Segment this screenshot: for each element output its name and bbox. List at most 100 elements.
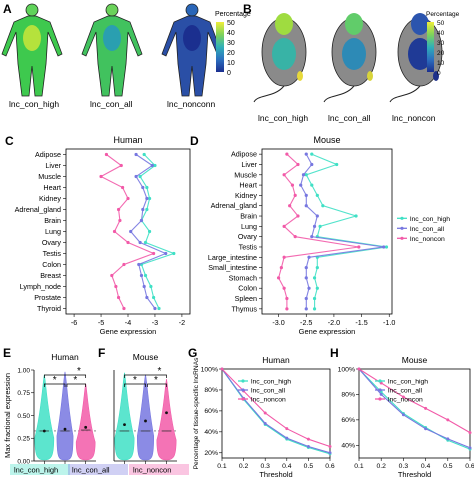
chart-f-significance: *: [158, 366, 162, 377]
chart-g-legend-marker: [241, 397, 245, 401]
chart-d-point-lnc_noncon: [276, 276, 281, 280]
chart-c-point-lnc_con_all: [139, 218, 144, 223]
chart-g-legend-label: lnc_con_all: [251, 388, 285, 395]
mouse-gonad: [367, 71, 373, 81]
chart-f-mean-lnc_con_all: [144, 419, 147, 423]
panel-b-label-3: lnc_noncon: [392, 113, 436, 123]
chart-d-point-lnc_con_high: [304, 173, 308, 177]
chart-e-ylabel: Max fractional expression: [3, 373, 12, 458]
mouse-body-all: [323, 13, 377, 103]
chart-c-category-label: Testis: [43, 249, 62, 258]
colorbar-tick: 20: [227, 50, 235, 57]
chart-d-point-lnc_noncon: [296, 162, 300, 167]
colorbar-tick: 40: [227, 30, 235, 37]
chart-d-category-label: Thymus: [231, 304, 257, 313]
chart-g-point-lnc_con_all: [285, 436, 289, 440]
chart-c-point-lnc_con_all: [139, 273, 144, 278]
chart-d-point-lnc_noncon: [282, 255, 286, 259]
chart-g-xtick-label: 0.6: [325, 463, 335, 470]
chart-c-point-lnc_con_high: [149, 284, 153, 289]
chart-g-point-lnc_con_all: [328, 451, 332, 455]
chart-h-point-lnc_noncon: [446, 418, 450, 422]
chart-d-series-line-lnc_con_all: [300, 153, 384, 309]
chart-d-point-lnc_noncon: [285, 296, 289, 301]
chart-d-xtick-label: -2.0: [328, 318, 340, 327]
panel-b-colorbar-ticks: 50 40 30 20 10 0: [437, 20, 445, 77]
colorbar-tick: 0: [437, 70, 441, 77]
colorbar-tick: 50: [227, 20, 235, 27]
mouse-organ-torso: [408, 38, 432, 70]
chart-g-ylabel: Percentage of tissue-specific lncRNAs: [193, 357, 200, 469]
chart-e-significance: *: [53, 375, 57, 386]
chart-e-ytick-label: 0.00: [17, 458, 30, 465]
chart-f-mean-lnc_con_high: [123, 423, 126, 426]
chart-c-point-lnc_noncon: [122, 262, 126, 267]
chart-g-ytick-label: 20%: [204, 450, 218, 457]
chart-g-point-lnc_con_all: [306, 444, 310, 448]
chart-d-xtick-label: -1.5: [355, 318, 367, 327]
panel-b-label-2: lnc_con_all: [328, 113, 371, 123]
chart-e-violin-lnc_noncon: [75, 383, 96, 461]
chart-d-point-lnc_con_all: [315, 214, 319, 218]
chart-d-category-label: Heart: [239, 181, 257, 190]
chart-d-point-lnc_noncon: [357, 245, 361, 249]
category-legend-box: [129, 464, 189, 475]
chart-d-point-lnc_noncon: [282, 286, 286, 290]
chart-d-point-lnc_con_high: [321, 204, 325, 208]
chart-g-series-line-lnc_noncon: [221, 368, 331, 448]
chart-c-point-lnc_con_high: [147, 196, 152, 201]
chart-c-point-lnc_noncon: [119, 163, 123, 168]
panel-b-letter: B: [243, 2, 252, 16]
chart-h-legend-marker: [378, 379, 382, 383]
chart-c-xtick-label: -2: [179, 318, 185, 327]
chart-d-category-label: Large_intestine: [208, 253, 257, 262]
mouse-tail: [253, 85, 285, 103]
panel-a-label-1: lnc_con_high: [9, 99, 59, 109]
chart-c-point-lnc_con_high: [172, 251, 176, 256]
mouse-organ-brain: [275, 13, 293, 35]
mouse-organ-brain: [345, 13, 363, 35]
chart-d-point-lnc_con_high: [315, 286, 319, 290]
panel-b-legend-title: Percentage: [426, 11, 460, 18]
chart-g-point-lnc_noncon: [306, 437, 310, 441]
chart-h-point-lnc_con_all: [424, 427, 428, 431]
chart-e-ytick-label: 1.00: [17, 367, 30, 374]
colorbar-tick: 50: [437, 20, 445, 27]
colorbar-tick: 0: [227, 70, 231, 77]
chart-f-mean-lnc_noncon: [165, 411, 168, 415]
colorbar-tick: 10: [227, 60, 235, 67]
chart-d-point-lnc_con_all: [312, 224, 317, 228]
chart-c-point-lnc_noncon: [116, 295, 121, 300]
human-body-silhouette: [1, 15, 63, 97]
chart-h-legend-marker: [378, 388, 382, 392]
chart-h-point-lnc_con_all: [401, 413, 405, 417]
colorbar-tick: 40: [437, 30, 445, 37]
panel-a-letter: A: [3, 2, 12, 16]
chart-h-xlabel: Threshold: [398, 470, 431, 479]
chart-d-category-label: Adipose: [231, 150, 257, 159]
colorbar-tick: 20: [437, 50, 445, 57]
chart-d-category-label: Liver: [241, 160, 257, 169]
chart-d-category-label: Adrenal_gland: [211, 201, 257, 210]
chart-g-legend-label: lnc_con_high: [251, 379, 291, 386]
chart-g-legend-label: lnc_noncon: [251, 397, 286, 404]
panel-g-letter: G: [188, 346, 197, 360]
chart-g-xtick-label: 0.1: [217, 463, 227, 470]
chart-c-frame: [65, 148, 191, 315]
chart-d-point-lnc_noncon: [293, 193, 297, 198]
chart-e-mean-lnc_con_all: [63, 427, 67, 431]
chart-c-point-lnc_noncon: [99, 174, 103, 179]
chart-c-point-lnc_noncon: [112, 229, 117, 234]
chart-e-ytick-label: 0.50: [17, 413, 30, 420]
chart-d-point-lnc_con_high: [310, 183, 314, 187]
mouse-gonad: [433, 71, 439, 81]
chart-d-point-lnc_con_high: [315, 265, 319, 270]
chart-g-xtick-label: 0.5: [304, 463, 314, 470]
chart-e-ytick-label: 0.25: [17, 436, 30, 443]
chart-e-violin-lnc_con_all: [56, 371, 74, 461]
chart-d-category-label: Stomach: [229, 273, 257, 282]
panel-a-colorbar: [216, 22, 224, 72]
chart-e-title: Human: [51, 352, 79, 362]
chart-d-point-lnc_con_high: [312, 296, 317, 301]
